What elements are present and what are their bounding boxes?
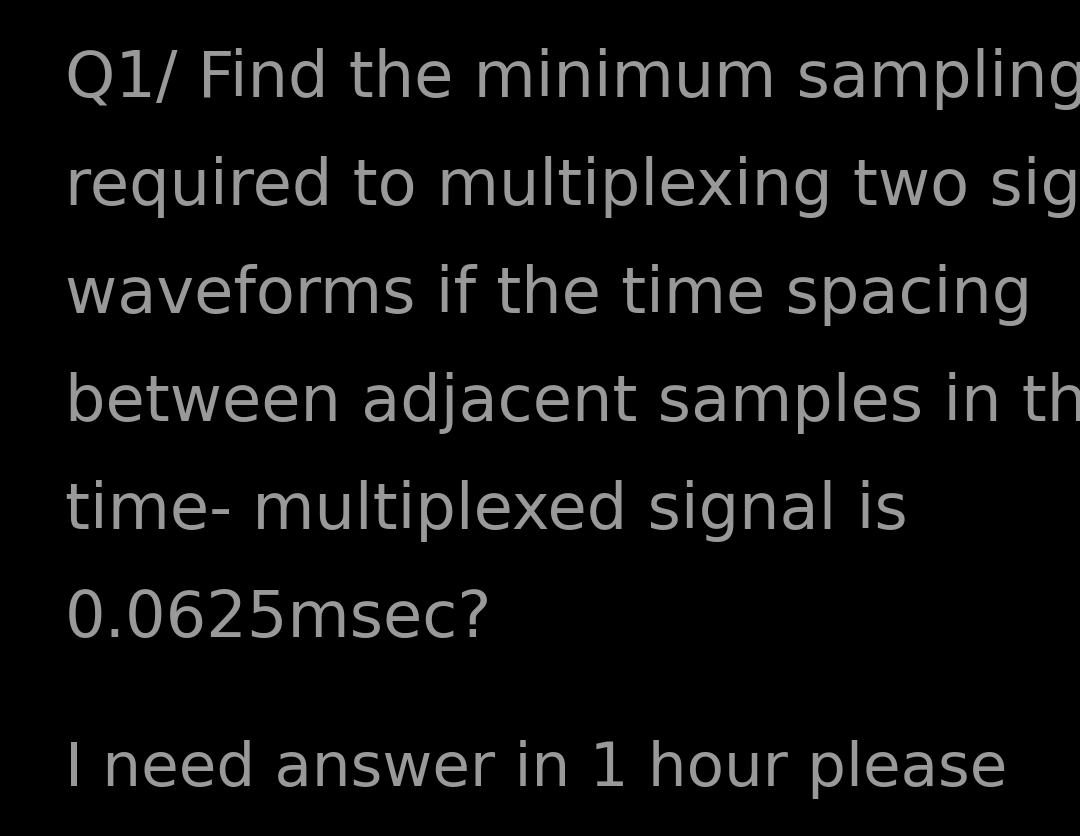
Text: time- multiplexed signal is: time- multiplexed signal is [65, 480, 908, 542]
Text: I need answer in 1 hour please: I need answer in 1 hour please [65, 740, 1008, 799]
Text: 0.0625msec?: 0.0625msec? [65, 588, 492, 650]
Text: required to multiplexing two signal: required to multiplexing two signal [65, 156, 1080, 218]
Text: Q1/ Find the minimum sampling rate: Q1/ Find the minimum sampling rate [65, 48, 1080, 110]
Text: waveforms if the time spacing: waveforms if the time spacing [65, 264, 1032, 326]
Text: between adjacent samples in the: between adjacent samples in the [65, 372, 1080, 434]
